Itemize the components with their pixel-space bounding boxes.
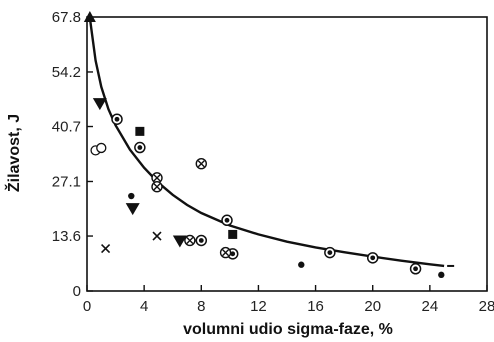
- data-point-x: [152, 231, 162, 241]
- x-tick-label: 0: [83, 298, 91, 315]
- data-point-circle-cross: [184, 234, 196, 247]
- data-point-triangle-down-filled: [125, 203, 140, 216]
- x-tick-label: 12: [250, 298, 267, 315]
- x-axis-title: volumni udio sigma-faze, %: [183, 321, 393, 338]
- x-tick-label: 4: [140, 298, 148, 315]
- axis-ticks: 0 4 8 12 16 20 24 28 0 13.6 27.1 40.7 54.2 67.8: [52, 9, 494, 315]
- x-tick-label: 28: [479, 298, 494, 315]
- data-point-circle-dot: [134, 141, 146, 154]
- data-point-circle-dot: [111, 113, 123, 125]
- data-point-dot-filled: [128, 192, 135, 200]
- y-axis-title: Žilavost, J: [4, 114, 23, 192]
- data-point-dot-filled: [438, 271, 445, 279]
- data-point-circle-dot: [221, 214, 233, 227]
- data-point-dot-filled: [298, 261, 305, 268]
- data-point-circle-cross: [195, 157, 207, 170]
- data-point-circle-cross: [151, 181, 163, 193]
- y-tick-label: 27.1: [52, 173, 81, 190]
- plot-area-frame: [86, 16, 488, 292]
- data-point-circle-open: [96, 142, 107, 154]
- data-point-circle-dot: [409, 263, 422, 275]
- y-tick-label: 54.2: [52, 64, 81, 81]
- data-point-triangle-down-filled: [172, 235, 187, 248]
- x-tick-label: 24: [422, 298, 439, 315]
- fit-curve: [88, 18, 445, 268]
- x-tick-label: 20: [364, 298, 381, 315]
- data-point-triangle-up-filled: [83, 11, 96, 22]
- y-tick-label: 40.7: [52, 119, 81, 136]
- data-point-square-filled: [228, 229, 238, 239]
- data-point-circle-dot: [324, 246, 336, 259]
- y-tick-label: 0: [73, 283, 81, 300]
- data-point-x: [101, 244, 111, 254]
- x-tick-label: 8: [197, 298, 205, 315]
- y-tick-label: 67.8: [52, 9, 81, 26]
- data-point-triangle-down-filled: [92, 98, 107, 111]
- data-points: [83, 11, 445, 279]
- data-point-circle-cross: [219, 246, 232, 259]
- data-point-circle-dot: [195, 234, 208, 247]
- data-point-circle-dot: [366, 252, 379, 264]
- data-point-square-filled: [135, 126, 145, 136]
- y-tick-label: 13.6: [52, 228, 81, 245]
- x-tick-label: 16: [307, 298, 324, 315]
